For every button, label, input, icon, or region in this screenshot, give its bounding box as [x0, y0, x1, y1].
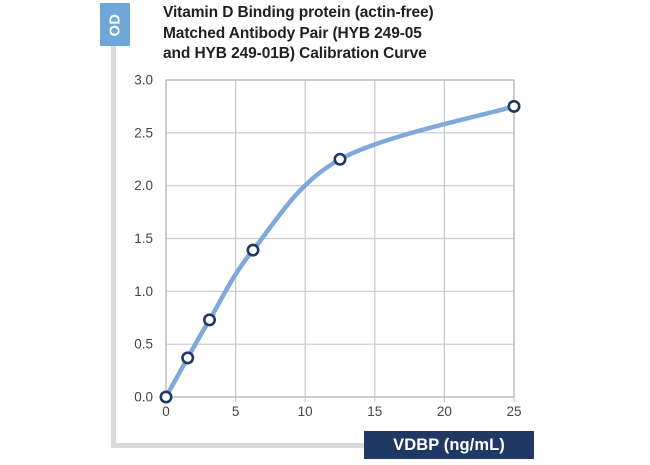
y-axis-decor-line [111, 46, 116, 448]
calibration-curve [163, 104, 517, 400]
y-tick-label: 1.5 [134, 231, 153, 246]
x-tick-label: 20 [437, 404, 452, 419]
y-tick-label: 0.5 [134, 337, 153, 352]
x-axis-label: VDBP (ng/mL) [393, 435, 505, 454]
data-point-marker [507, 99, 521, 113]
y-tick-label: 1.0 [134, 284, 153, 299]
data-point-marker [159, 390, 173, 404]
y-tick-label: 3.0 [134, 73, 153, 88]
x-tick-label: 0 [162, 404, 170, 419]
chart-title-line-2: Matched Antibody Pair (HYB 249-05 [163, 24, 422, 42]
data-point-marker [203, 313, 217, 327]
chart-title: Vitamin D Binding protein (actin-free) M… [163, 3, 434, 65]
chart-title-line-3: and HYB 249-01B) Calibration Curve [163, 45, 427, 62]
y-tick-label: 2.0 [134, 178, 153, 193]
y-tick-label: 0.0 [134, 390, 153, 405]
data-point-marker [181, 351, 195, 365]
x-tick-label: 10 [298, 404, 313, 419]
y-tick-label: 2.5 [134, 125, 153, 140]
chart-title-line-1: Vitamin D Binding protein (actin-free) [163, 4, 434, 21]
data-point-marker [333, 152, 347, 166]
x-tick-label: 25 [506, 404, 521, 419]
x-axis-decor-line [111, 443, 364, 448]
x-axis-label-box: VDBP (ng/mL) [364, 431, 534, 459]
x-tick-label: 5 [232, 404, 240, 419]
plot-border [165, 79, 515, 398]
data-point-marker [246, 243, 260, 257]
x-tick-label: 15 [367, 404, 382, 419]
y-axis-label-box: OD [100, 3, 130, 46]
